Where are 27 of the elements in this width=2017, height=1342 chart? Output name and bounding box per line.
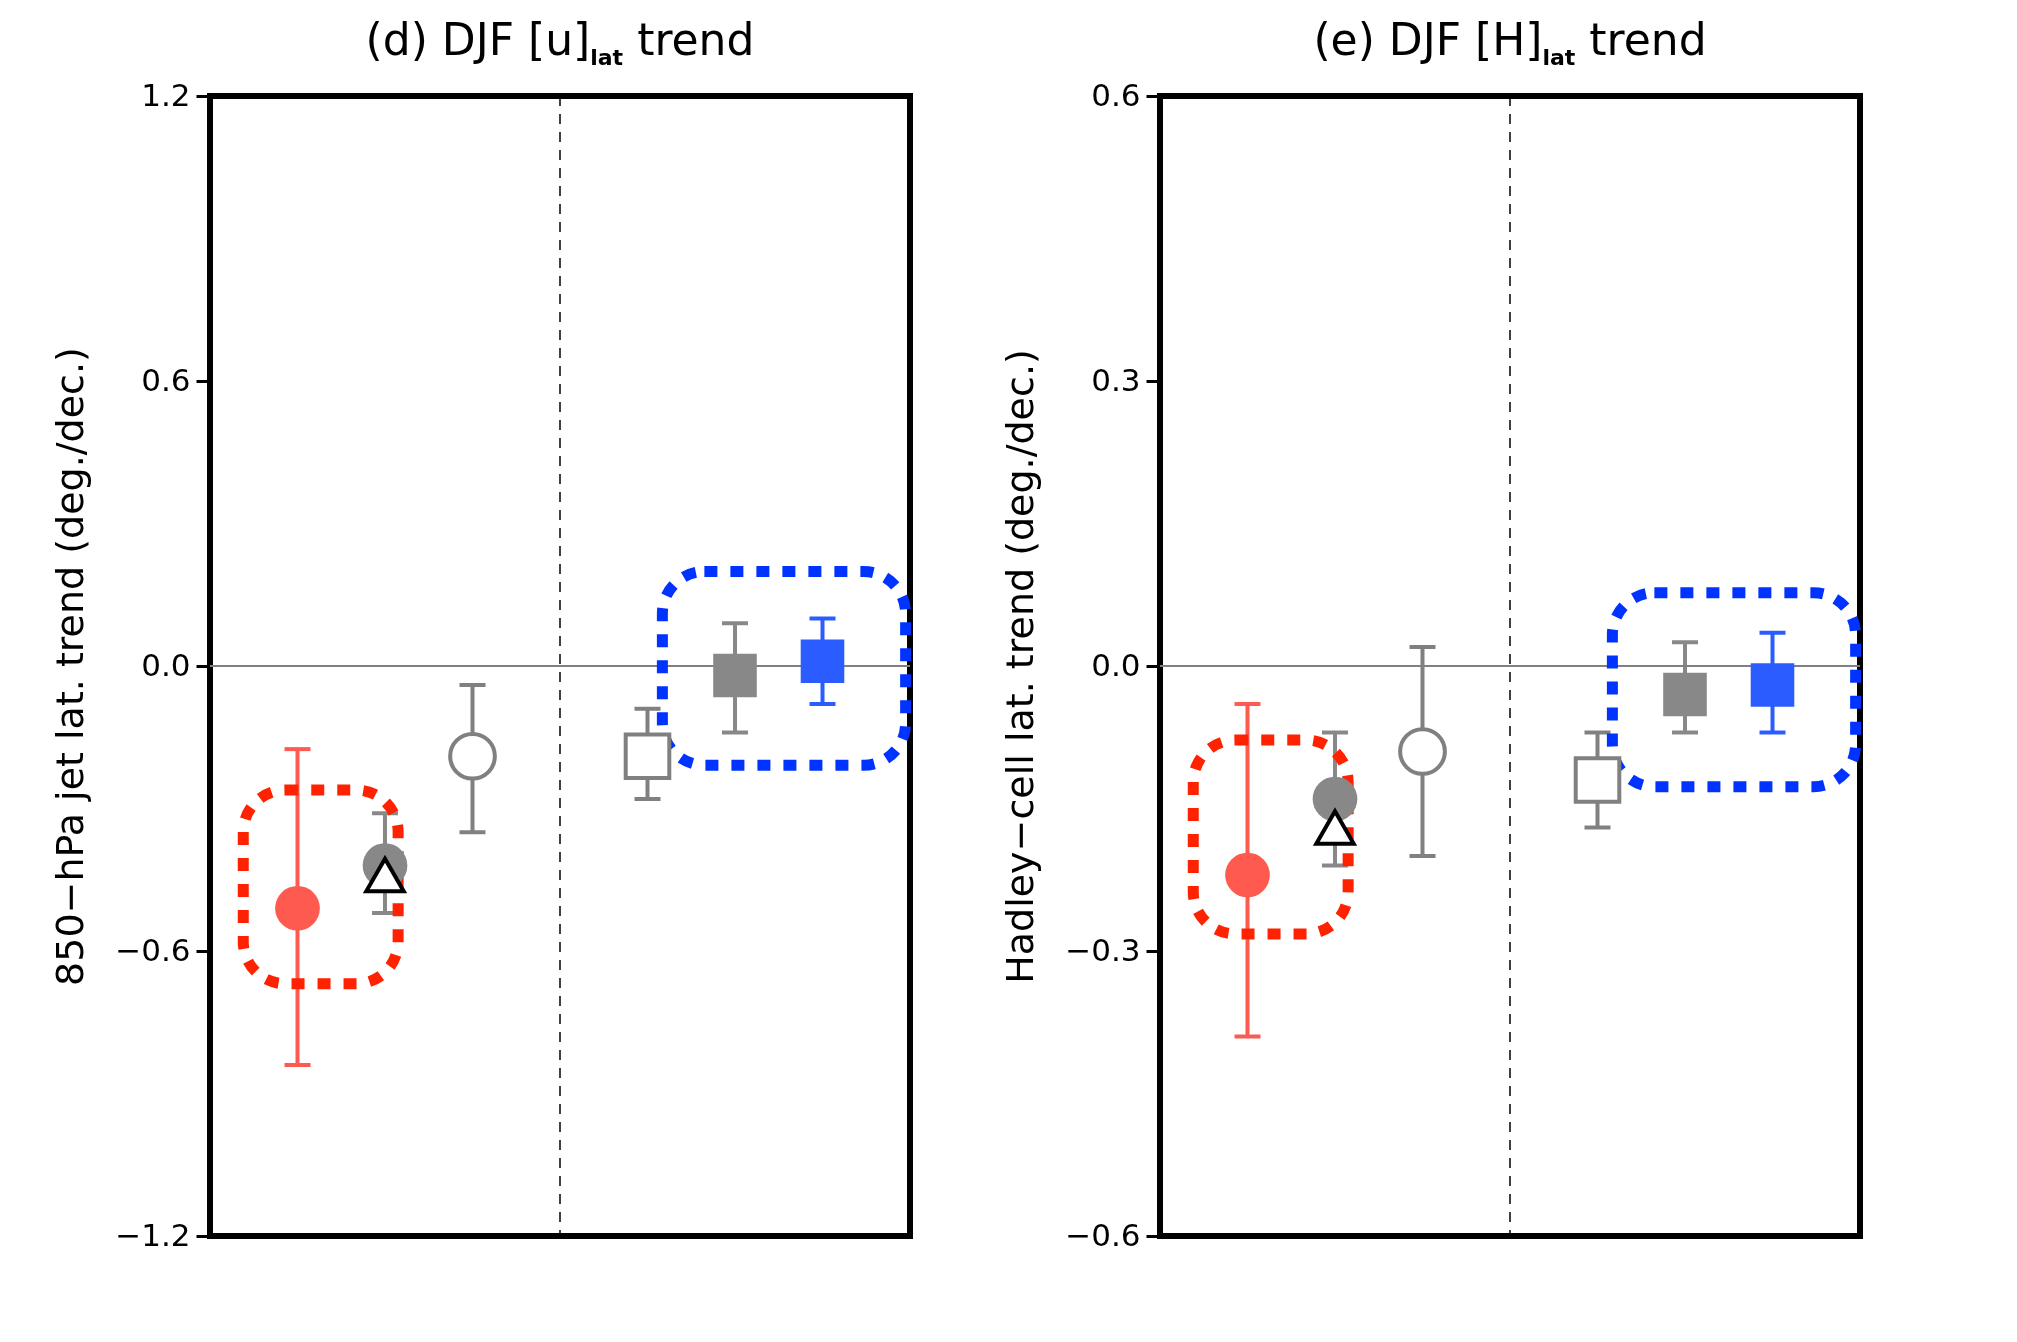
chart-title: (e) DJF [H]$_{lat}$ trend xyxy=(1312,13,1708,70)
point xyxy=(1314,809,1356,846)
y-tick-label: 0.3 xyxy=(1091,361,1141,398)
point xyxy=(1312,776,1358,822)
y-tick-label: 1.2 xyxy=(141,76,191,113)
y-tick-label: 0.0 xyxy=(141,646,191,683)
y-tick-label: −1.2 xyxy=(115,1216,191,1253)
y-tick-label: −0.6 xyxy=(115,931,191,968)
point xyxy=(448,731,497,781)
point xyxy=(800,639,845,684)
y-tick-label: 0.6 xyxy=(1091,76,1141,113)
point xyxy=(1750,663,1795,707)
y-tick-label: 0.6 xyxy=(141,361,191,398)
point xyxy=(1663,672,1707,717)
y-tick-label: −0.6 xyxy=(1065,1216,1141,1253)
chart-title: (d) DJF [u]$_{lat}$ trend xyxy=(364,13,756,70)
y-axis-title: 850−hPa jet lat. trend (deg./dec.) xyxy=(48,347,93,986)
y-tick-label: 0.0 xyxy=(1091,646,1141,683)
point xyxy=(275,885,320,931)
point xyxy=(1573,756,1622,804)
point xyxy=(713,653,757,698)
point xyxy=(623,732,672,781)
point xyxy=(1398,727,1447,776)
y-axis-title: Hadley−cell lat. trend (deg./dec.) xyxy=(998,349,1043,984)
y-tick-label: −0.3 xyxy=(1065,931,1141,968)
point xyxy=(364,856,406,894)
point xyxy=(1225,852,1270,898)
